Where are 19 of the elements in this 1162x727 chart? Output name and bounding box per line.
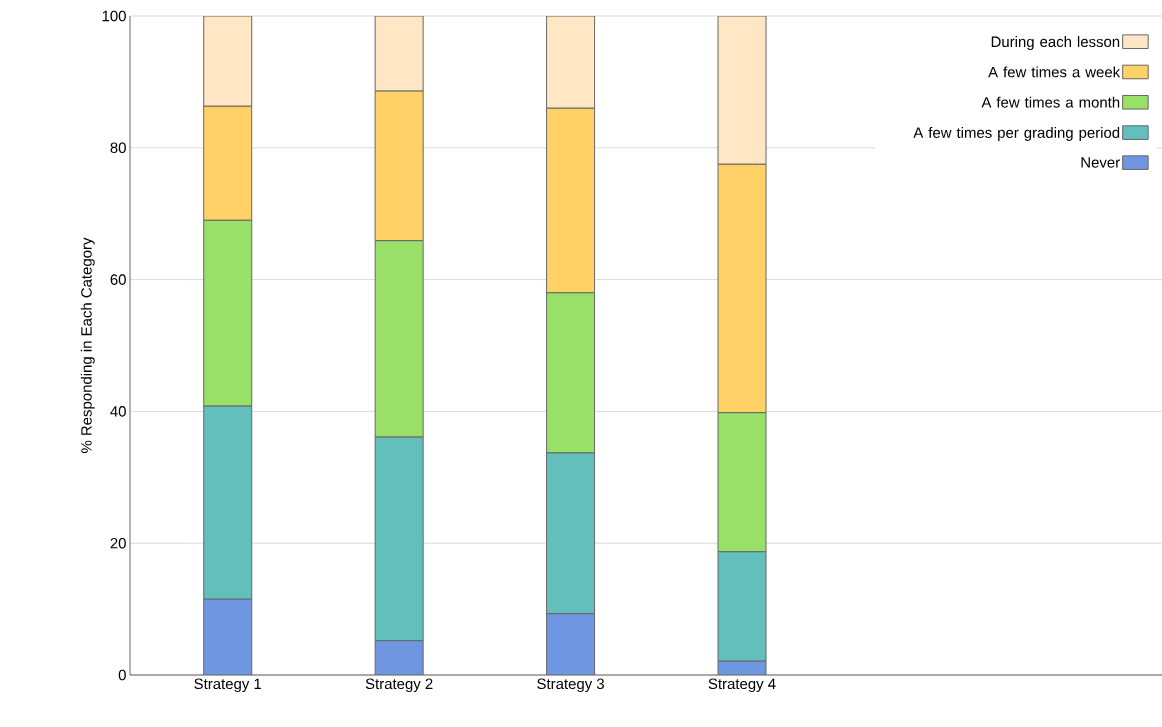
y-tick-label: 20 bbox=[110, 537, 126, 549]
bar bbox=[375, 640, 424, 675]
legend-label: A few times a month bbox=[981, 96, 1120, 108]
bar bbox=[546, 613, 595, 675]
y-tick-label: 60 bbox=[110, 274, 126, 285]
y-tick-label: 80 bbox=[110, 142, 126, 154]
legend-label: A few times a week bbox=[988, 66, 1121, 78]
x-tick-label: Strategy 3 bbox=[537, 678, 604, 693]
y-tick-label: 100 bbox=[102, 10, 126, 22]
legend-label: Never bbox=[1081, 157, 1120, 168]
y-tick-label: 0 bbox=[118, 669, 126, 681]
x-tick-label: Strategy 1 bbox=[194, 678, 262, 693]
y-tick-label: 40 bbox=[110, 406, 126, 417]
x-tick-label: Strategy 4 bbox=[708, 678, 776, 693]
y-axis-title: % Responding in Each Category bbox=[80, 237, 95, 453]
legend-label: A few times per grading period bbox=[913, 126, 1120, 141]
x-tick-label: Strategy 2 bbox=[365, 678, 433, 693]
bar bbox=[203, 599, 252, 675]
legend-label: During each lesson bbox=[991, 36, 1120, 50]
